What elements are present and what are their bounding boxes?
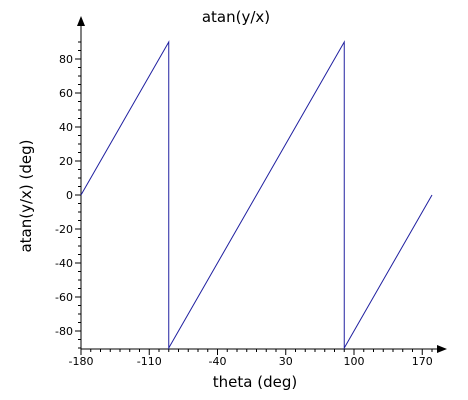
x-tick-label: -180 xyxy=(69,355,94,368)
y-tick-label: 80 xyxy=(59,53,73,66)
y-tick-label: -80 xyxy=(55,325,73,338)
x-axis-title: theta (deg) xyxy=(213,373,297,391)
series-layer xyxy=(80,40,433,350)
y-tick-label: -60 xyxy=(55,291,73,304)
x-tick-label: -40 xyxy=(209,355,227,368)
ticks: 80 60 40 20 0 -20 -40 -60 -80 -180 -110 -40 30 100 170 xyxy=(55,41,433,368)
x-tick-label: 100 xyxy=(344,355,365,368)
x-axis-arrow-icon xyxy=(437,345,447,353)
x-tick-label: 170 xyxy=(412,355,433,368)
y-axis-arrow-icon xyxy=(77,16,85,26)
y-tick-label: 60 xyxy=(59,87,73,100)
chart-title: atan(y/x) xyxy=(202,8,270,26)
y-tick-label: 40 xyxy=(59,121,73,134)
y-tick-label: -20 xyxy=(55,223,73,236)
series-line xyxy=(80,40,433,350)
y-tick-label: 20 xyxy=(59,155,73,168)
y-axis-title: atan(y/x) (deg) xyxy=(17,139,35,252)
y-tick-label: -40 xyxy=(55,257,73,270)
y-tick-label: 0 xyxy=(66,189,73,202)
x-tick-label: -110 xyxy=(137,355,162,368)
x-tick-label: 30 xyxy=(279,355,293,368)
